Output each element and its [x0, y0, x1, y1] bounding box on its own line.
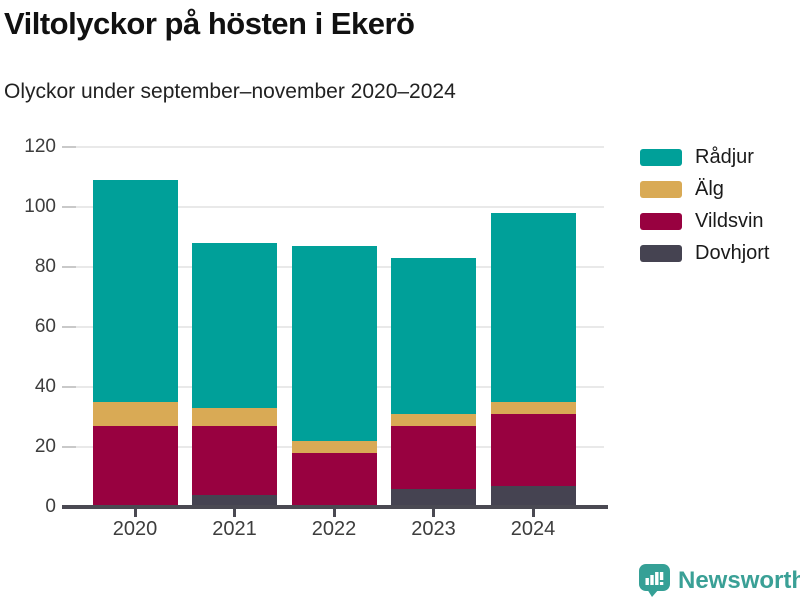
brand-footer: Newsworthy [638, 563, 800, 598]
y-axis-tick [62, 266, 76, 268]
newsworthy-bubble-chart-icon [638, 563, 672, 598]
bar-segment-rådjur-2023 [391, 258, 476, 414]
chart-subtitle: Olyckor under september–november 2020–20… [4, 80, 456, 103]
legend-label: Älg [695, 177, 724, 200]
x-axis-tick [432, 509, 435, 517]
legend-swatch-rådjur [640, 148, 682, 166]
legend-item-vildsvin: Vildsvin [640, 205, 800, 237]
legend-label: Vildsvin [695, 209, 764, 232]
legend-item-rådjur: Rådjur [640, 141, 800, 173]
bar-segment-älg-2024 [490, 402, 576, 414]
brand-name: Newsworthy [678, 566, 800, 594]
bar-segment-älg-2022 [291, 441, 377, 453]
x-axis-line [62, 505, 608, 509]
bar-segment-dovhjort-2023 [391, 489, 476, 507]
x-axis-tick [531, 509, 535, 517]
y-tick-label: 100 [24, 196, 56, 217]
y-tick-label: 60 [34, 316, 56, 337]
x-axis-tick [332, 509, 336, 517]
y-tick-label: 0 [45, 496, 56, 517]
bar-segment-rådjur-2024 [490, 213, 576, 402]
y-tick-label: 40 [34, 376, 56, 397]
y-tick-label: 20 [34, 436, 56, 457]
x-axis-tick [133, 509, 137, 517]
gridline [76, 206, 604, 208]
y-tick-label: 120 [24, 136, 56, 157]
bar-segment-vildsvin-2023 [391, 426, 476, 489]
x-tick-label-2021: 2021 [212, 518, 257, 540]
bar-segment-älg-2023 [391, 414, 476, 426]
bar-segment-rådjur-2022 [291, 246, 377, 441]
legend-item-älg: Älg [640, 173, 800, 205]
legend-label: Rådjur [695, 145, 754, 168]
bar-segment-vildsvin-2021 [192, 426, 277, 495]
y-axis-tick [62, 146, 76, 148]
bar-segment-älg-2021 [192, 408, 277, 426]
bar-segment-dovhjort-2024 [490, 486, 576, 507]
y-axis-tick [62, 446, 76, 448]
bar-segment-rådjur-2020 [92, 180, 178, 402]
y-tick-label: 80 [34, 256, 56, 277]
bar-segment-dovhjort-2021 [192, 495, 277, 507]
gridline [76, 146, 604, 148]
legend-item-dovhjort: Dovhjort [640, 237, 800, 269]
x-axis-tick [233, 509, 236, 517]
legend-swatch-dovhjort [640, 244, 682, 262]
y-axis-tick [62, 206, 76, 208]
x-tick-label-2022: 2022 [311, 518, 357, 540]
legend-label: Dovhjort [695, 241, 770, 264]
y-axis-tick [62, 386, 76, 388]
bar-segment-älg-2020 [92, 402, 178, 426]
legend-swatch-älg [640, 180, 682, 198]
x-tick-label-2024: 2024 [510, 518, 556, 540]
x-tick-label-2023: 2023 [411, 518, 456, 540]
chart-legend: Rådjur Älg Vildsvin Dovhjort [640, 141, 800, 269]
x-tick-label-2020: 2020 [112, 518, 158, 540]
bar-segment-vildsvin-2020 [92, 426, 178, 507]
legend-swatch-vildsvin [640, 212, 682, 230]
page-title: Viltolyckor på hösten i Ekerö [4, 6, 415, 41]
y-axis-tick [62, 326, 76, 328]
bar-segment-vildsvin-2022 [291, 453, 377, 507]
bar-segment-vildsvin-2024 [490, 414, 576, 486]
bar-segment-rådjur-2021 [192, 243, 277, 408]
